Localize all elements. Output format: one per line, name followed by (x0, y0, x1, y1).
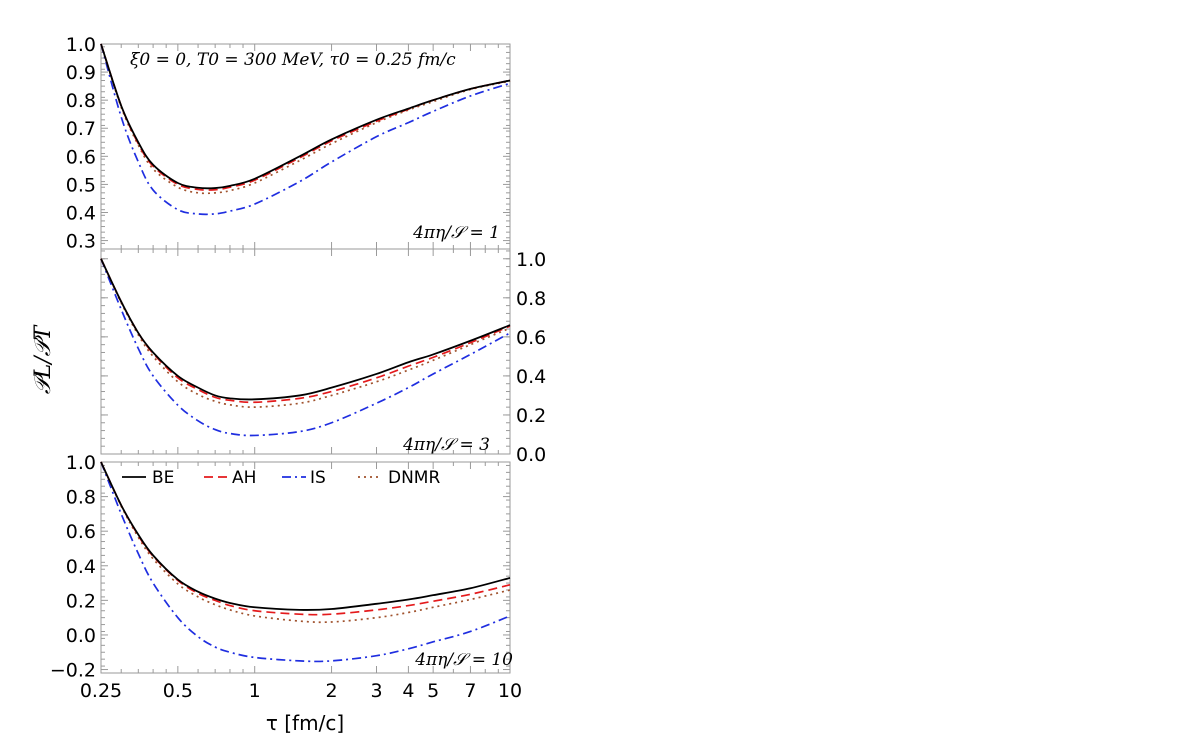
y-axis-ticks: 0.0 0.2 0.4 0.6 0.8 1.0 (101, 249, 546, 466)
series-line-ah (100, 461, 511, 616)
y-axis-title: 𝒫L/𝒫T (31, 323, 56, 394)
legend: BE AH IS DNMR (122, 468, 440, 488)
y-tick-label: 0.4 (66, 556, 96, 578)
x-axis-ticks (100, 44, 511, 249)
y-tick-label: 0.7 (66, 118, 96, 140)
series-line-be (100, 258, 511, 401)
panel-annotation: 4πη/𝒮 = 10 (414, 650, 513, 670)
x-axis-ticks (100, 462, 511, 673)
series-line-dnmr (100, 258, 511, 409)
series-group (100, 258, 511, 437)
y-tick-label: 0.2 (66, 590, 96, 612)
series-group (100, 461, 511, 663)
series-line-be (100, 461, 511, 611)
y-tick-label: −0.2 (50, 660, 96, 682)
panel-frame (100, 43, 511, 250)
y-tick-label: 0.9 (66, 62, 96, 84)
series-line-dnmr (100, 43, 511, 195)
panel-eta-3: 0.0 0.2 0.4 0.6 0.8 1.0 4πη/𝒮 = 3 (100, 248, 546, 466)
y-tick-label: 0.8 (66, 487, 96, 509)
x-tick-labels: 0.25 0.5 1 2 3 4 5 7 10 (80, 680, 522, 702)
x-tick-label: 4 (402, 680, 414, 702)
y-tick-label: 1.0 (66, 452, 96, 474)
y-tick-label: 0.6 (516, 327, 546, 349)
y-tick-label: 0.6 (66, 146, 96, 168)
title-annotation: ξ0 = 0, T0 = 300 MeV, τ0 = 0.25 fm/c (130, 50, 456, 70)
panel-frame (100, 461, 511, 674)
x-axis-ticks (100, 249, 511, 454)
y-tick-label: 1.0 (516, 249, 546, 271)
y-tick-label: 0.8 (516, 288, 546, 310)
y-tick-label: 0.0 (516, 444, 546, 466)
legend-label-is: IS (310, 468, 326, 488)
x-tick-label: 0.25 (80, 680, 122, 702)
panel-frame (100, 248, 511, 455)
y-tick-label: 0.6 (66, 521, 96, 543)
legend-label-be: BE (152, 468, 174, 488)
series-line-is (100, 43, 511, 216)
x-tick-label: 0.5 (163, 680, 193, 702)
y-axis-ticks: −0.2 0.0 0.2 0.4 0.6 0.8 1.0 (50, 452, 510, 682)
x-tick-label: 10 (498, 680, 522, 702)
legend-label-dnmr: DNMR (388, 468, 440, 488)
legend-label-ah: AH (232, 468, 256, 488)
y-tick-label: 1.0 (66, 34, 96, 56)
panel-eta-1: 0.3 0.4 0.5 0.6 0.7 0.8 0.9 1.0 4πη/𝒮 = 1 ξ0 = … (66, 34, 511, 253)
y-tick-label: 0.4 (516, 366, 546, 388)
x-axis-title: τ [fm/c] (266, 711, 344, 735)
series-line-is (100, 258, 511, 437)
y-axis-ticks: 0.3 0.4 0.5 0.6 0.7 0.8 0.9 1.0 (66, 34, 510, 253)
y-tick-label: 0.3 (66, 231, 96, 253)
panel-annotation: 4πη/𝒮 = 1 (412, 223, 500, 243)
y-tick-label: 0.5 (66, 174, 96, 196)
panel-eta-10: −0.2 0.0 0.2 0.4 0.6 0.8 1.0 4πη/𝒮 = 10 BE AH IS… (50, 452, 513, 682)
series-line-is (100, 461, 511, 663)
y-tick-label: 0.2 (516, 405, 546, 427)
x-tick-label: 2 (326, 680, 338, 702)
y-tick-label: 0.8 (66, 90, 96, 112)
series-line-ah (100, 258, 511, 404)
x-tick-label: 1 (249, 680, 261, 702)
y-tick-label: 0.4 (66, 202, 96, 224)
series-line-dnmr (100, 461, 511, 624)
series-line-be (100, 43, 511, 190)
x-tick-label: 7 (464, 680, 476, 702)
x-tick-label: 3 (370, 680, 382, 702)
y-tick-label: 0.0 (66, 625, 96, 647)
x-tick-label: 5 (427, 680, 439, 702)
series-group (100, 43, 511, 216)
panel-annotation: 4πη/𝒮 = 3 (402, 435, 490, 455)
